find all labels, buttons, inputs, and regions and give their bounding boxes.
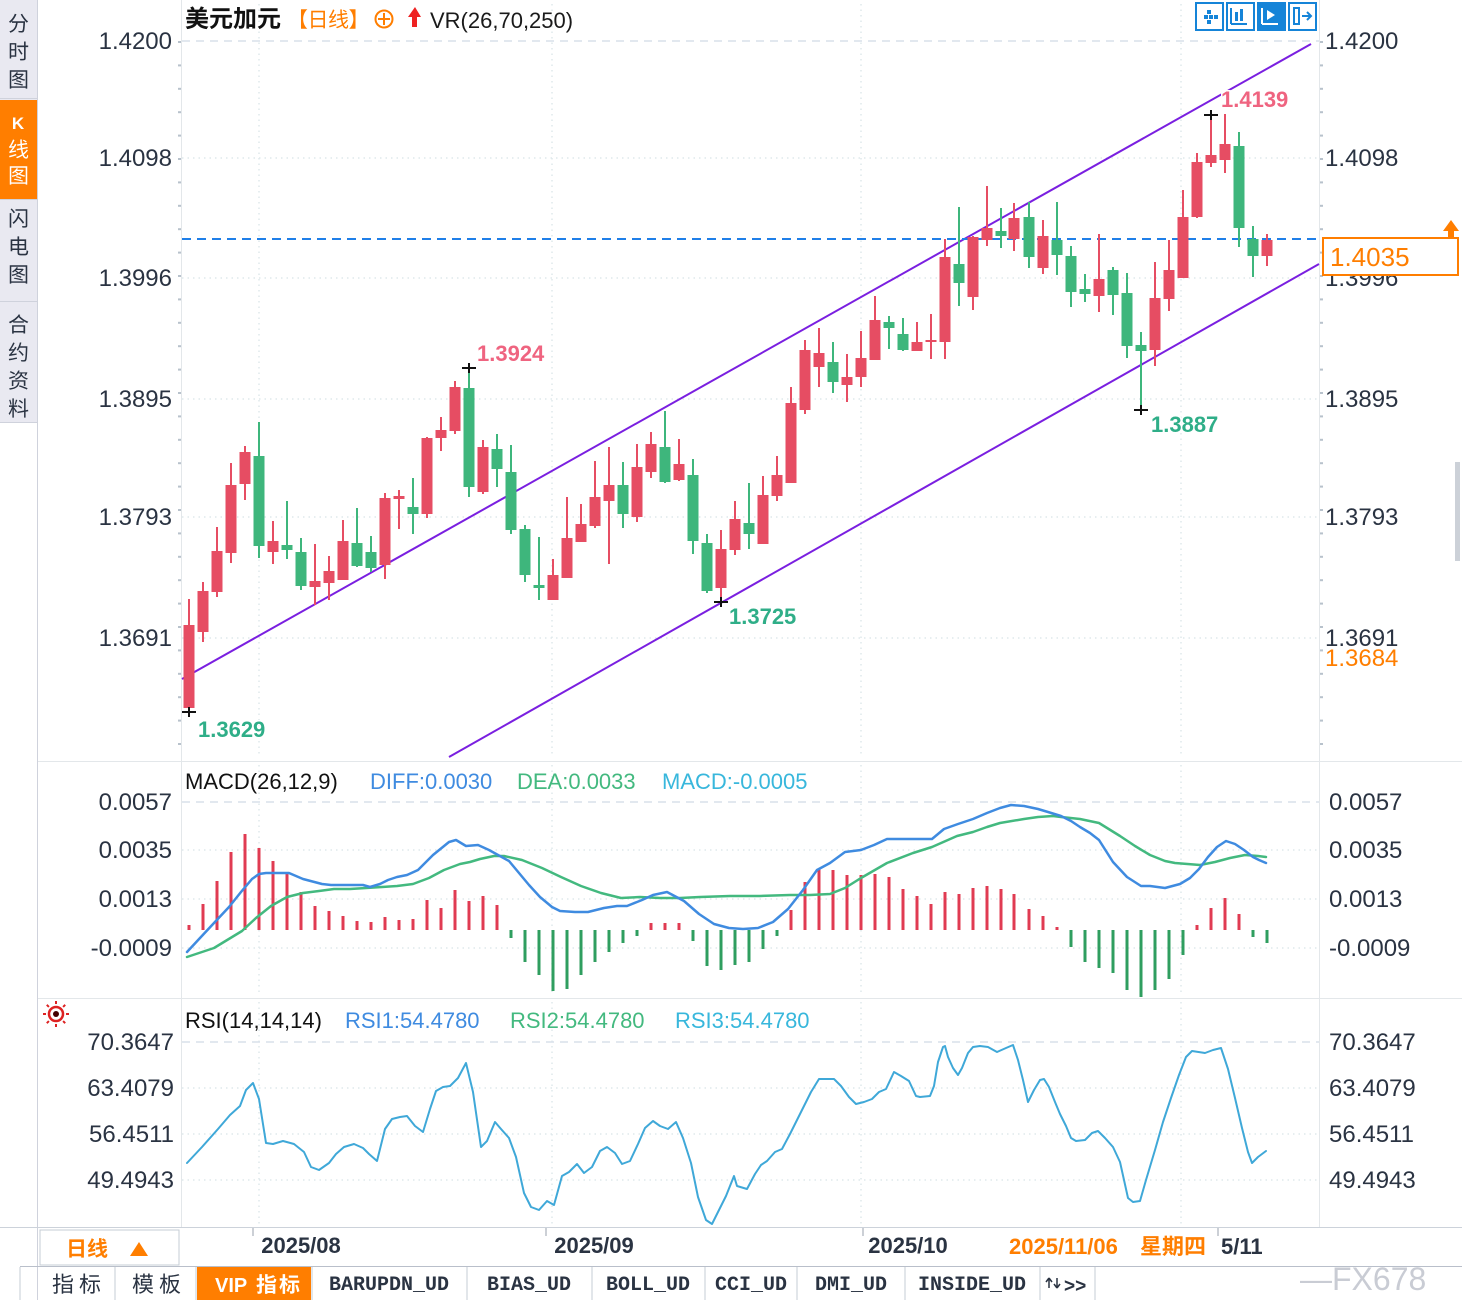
svg-text:RSI(14,14,14): RSI(14,14,14) <box>185 1008 322 1033</box>
svg-text:1.3793: 1.3793 <box>99 504 172 531</box>
svg-text:1.3793: 1.3793 <box>1325 504 1398 531</box>
svg-text:VR(26,70,250): VR(26,70,250) <box>430 8 573 33</box>
svg-text:1.4139: 1.4139 <box>1221 87 1288 112</box>
svg-text:BARUPDN_UD: BARUPDN_UD <box>329 1274 449 1297</box>
svg-text:0.0013: 0.0013 <box>99 886 172 913</box>
svg-text:RSI3:54.4780: RSI3:54.4780 <box>675 1008 810 1033</box>
svg-text:49.4943: 49.4943 <box>87 1167 174 1194</box>
svg-text:70.3647: 70.3647 <box>1329 1029 1416 1056</box>
svg-text:0.0057: 0.0057 <box>1329 789 1402 816</box>
svg-text:1.3887: 1.3887 <box>1151 412 1218 437</box>
svg-text:RSI1:54.4780: RSI1:54.4780 <box>345 1008 480 1033</box>
svg-text:1.3691: 1.3691 <box>1325 625 1398 652</box>
svg-text:1.3924: 1.3924 <box>477 341 545 366</box>
svg-text:>>: >> <box>1064 1276 1086 1297</box>
svg-text:DIFF:0.0030: DIFF:0.0030 <box>370 769 492 794</box>
svg-text:BOLL_UD: BOLL_UD <box>606 1274 690 1297</box>
svg-text:70.3647: 70.3647 <box>87 1029 174 1056</box>
svg-text:0.0035: 0.0035 <box>99 837 172 864</box>
svg-text:5/11: 5/11 <box>1221 1234 1263 1259</box>
svg-text:1.3684: 1.3684 <box>1325 645 1398 672</box>
svg-text:1.3895: 1.3895 <box>1325 386 1398 413</box>
svg-text:49.4943: 49.4943 <box>1329 1167 1416 1194</box>
svg-text:-0.0009: -0.0009 <box>1329 935 1410 962</box>
svg-text:DMI_UD: DMI_UD <box>815 1274 887 1297</box>
svg-text:63.4079: 63.4079 <box>1329 1075 1416 1102</box>
svg-text:K: K <box>12 114 25 133</box>
svg-text:1.3725: 1.3725 <box>729 604 796 629</box>
svg-text:VIP: VIP <box>215 1275 247 1297</box>
svg-text:INSIDE_UD: INSIDE_UD <box>918 1274 1026 1297</box>
svg-text:1.4200: 1.4200 <box>99 28 172 55</box>
svg-text:CCI_UD: CCI_UD <box>715 1274 787 1297</box>
svg-text:1.4098: 1.4098 <box>99 145 172 172</box>
svg-text:56.4511: 56.4511 <box>1329 1121 1414 1148</box>
svg-text:DEA:0.0033: DEA:0.0033 <box>517 769 636 794</box>
svg-text:1.3691: 1.3691 <box>99 625 172 652</box>
svg-text:BIAS_UD: BIAS_UD <box>487 1274 571 1297</box>
svg-text:MACD(26,12,9): MACD(26,12,9) <box>185 769 338 794</box>
svg-text:1.3996: 1.3996 <box>99 265 172 292</box>
svg-text:0.0013: 0.0013 <box>1329 886 1402 913</box>
svg-text:1.4035: 1.4035 <box>1330 242 1410 272</box>
svg-text:1.3895: 1.3895 <box>99 386 172 413</box>
svg-text:1.3629: 1.3629 <box>198 717 265 742</box>
svg-text:56.4511: 56.4511 <box>89 1121 174 1148</box>
svg-text:63.4079: 63.4079 <box>87 1075 174 1102</box>
svg-text:2025/09: 2025/09 <box>554 1233 634 1258</box>
svg-text:1.4200: 1.4200 <box>1325 28 1398 55</box>
svg-text:RSI2:54.4780: RSI2:54.4780 <box>510 1008 645 1033</box>
svg-text:0.0057: 0.0057 <box>99 789 172 816</box>
svg-text:-0.0009: -0.0009 <box>91 935 172 962</box>
svg-text:MACD:-0.0005: MACD:-0.0005 <box>662 769 808 794</box>
svg-text:2025/10: 2025/10 <box>868 1233 948 1258</box>
svg-text:1.4098: 1.4098 <box>1325 145 1398 172</box>
svg-text:2025/08: 2025/08 <box>261 1233 341 1258</box>
svg-text:2025/11/06: 2025/11/06 <box>1009 1234 1118 1259</box>
svg-text:0.0035: 0.0035 <box>1329 837 1402 864</box>
